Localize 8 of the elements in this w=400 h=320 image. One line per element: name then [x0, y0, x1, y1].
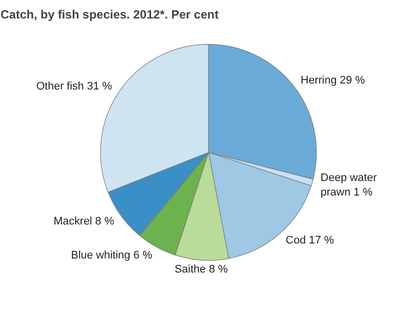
slice-label: Other fish 31 %: [36, 80, 112, 92]
slice-label: Blue whiting 6 %: [70, 249, 153, 262]
slice-label: Herring 29 %: [300, 74, 366, 86]
slice-label: Saithe 8 %: [174, 264, 228, 276]
slice-label: Deep water prawn 1 %: [320, 172, 378, 198]
slice-label: Mackrel 8 %: [54, 215, 114, 228]
chart-title: Catch, by fish species. 2012*. Per cent: [0, 8, 219, 22]
slice-label: Cod 17 %: [286, 234, 334, 246]
